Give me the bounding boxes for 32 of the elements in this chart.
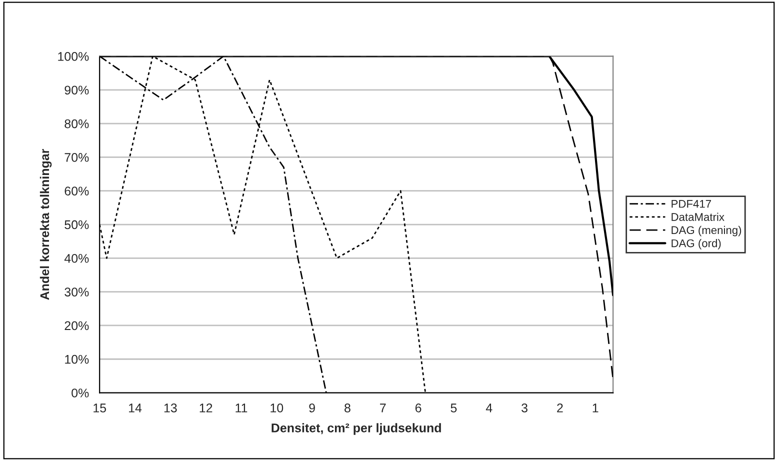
x-tick-label: 14 (129, 404, 142, 412)
y-tick-label: 50% (64, 220, 89, 230)
x-tick-label: 10 (270, 404, 284, 412)
y-tick-label: 60% (64, 186, 89, 196)
x-tick-label: 12 (200, 404, 212, 412)
legend-label: DataMatrix (672, 212, 724, 221)
legend-label: DAG (mening) (672, 226, 742, 236)
x-tick-label: 5 (450, 404, 457, 412)
x-tick-label: 9 (309, 404, 315, 412)
x-tick-label: 15 (94, 404, 106, 412)
x-tick-label: 11 (236, 404, 248, 412)
x-tick-label: 13 (164, 404, 177, 412)
x-tick-label: 2 (557, 404, 563, 412)
y-tick-label: 40% (64, 254, 89, 263)
x-tick-label: 8 (344, 404, 350, 412)
y-axis-title: Andel korrekta tolkningar (40, 148, 52, 300)
legend-label: DAG (ord) (672, 239, 721, 250)
x-tick-label: 4 (486, 404, 492, 412)
x-tick-label: 3 (522, 404, 528, 412)
x-tick-label: 6 (415, 404, 422, 412)
y-tick-label: 90% (64, 86, 89, 95)
x-axis-title: Densitet, cm² per ljudsekund (272, 423, 441, 435)
y-tick-label: 10% (65, 354, 89, 364)
y-tick-label: 70% (64, 153, 89, 162)
y-tick-label: 20% (64, 321, 89, 330)
y-tick-label: 0% (72, 388, 89, 398)
y-tick-label: 100% (58, 52, 89, 61)
x-tick-label: 7 (380, 404, 386, 412)
y-tick-label: 30% (64, 288, 89, 296)
legend-label: PDF417 (672, 200, 711, 208)
x-tick-label: 1 (592, 404, 598, 412)
y-tick-label: 80% (64, 119, 89, 128)
